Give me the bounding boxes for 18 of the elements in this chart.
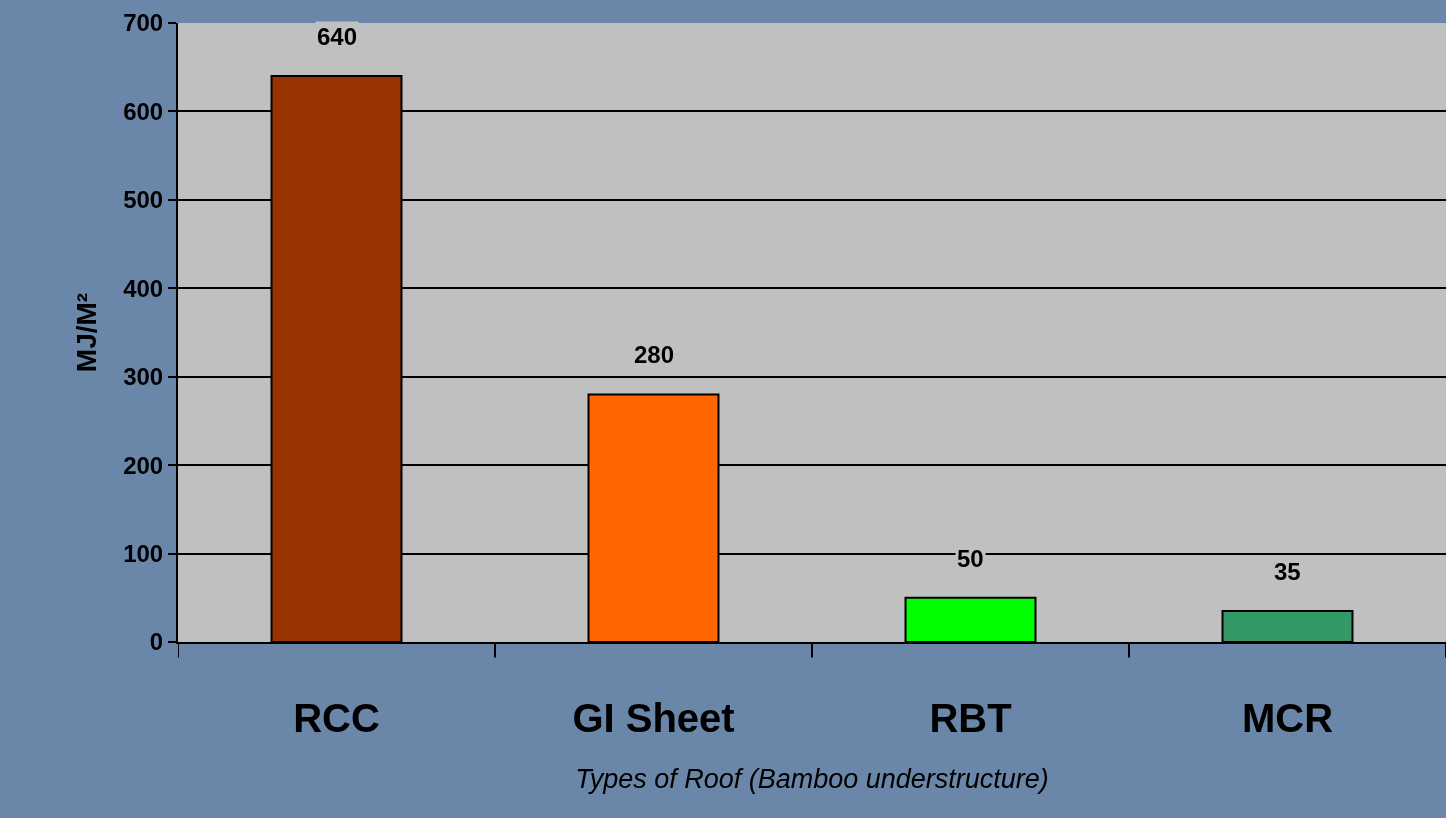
x-tick-label: RBT (929, 696, 1012, 740)
y-tick-label: 100 (123, 539, 164, 567)
y-tick-label: 500 (123, 186, 164, 214)
y-tick-label: 300 (123, 363, 164, 391)
y-tick-label: 600 (123, 97, 164, 125)
x-tick-label: GI Sheet (572, 696, 735, 740)
data-label: 280 (634, 341, 675, 368)
data-label: 35 (1274, 558, 1301, 585)
data-label: 50 (957, 545, 984, 572)
y-tick-label: 200 (123, 451, 164, 479)
x-tick-label: MCR (1241, 696, 1334, 740)
y-tick-label: 0 (149, 628, 164, 656)
data-label: 640 (317, 23, 358, 50)
y-tick-label: 700 (123, 9, 164, 37)
x-tick-label: RCC (293, 696, 380, 740)
x-axis-title: Types of Roof (Bamboo understructure) (575, 763, 1049, 794)
y-tick-label: 400 (123, 274, 164, 302)
y-axis-title: MJ/M² (71, 292, 103, 373)
